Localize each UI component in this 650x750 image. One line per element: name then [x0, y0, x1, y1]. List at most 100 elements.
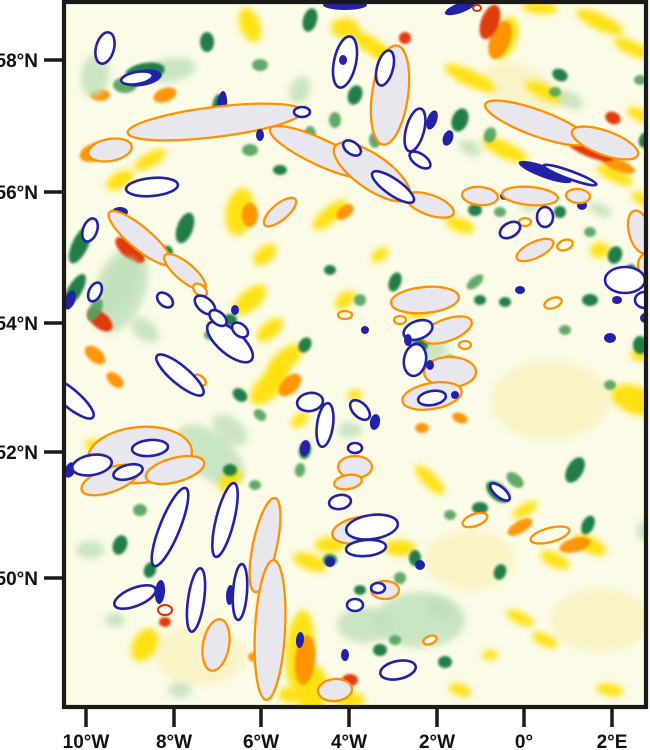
map-feature: [468, 204, 482, 216]
map-feature: [448, 683, 472, 697]
map-feature: [426, 360, 434, 370]
map-feature: [584, 227, 596, 237]
map-feature: [500, 185, 560, 207]
map-feature: [291, 412, 309, 428]
map-feature: [425, 530, 515, 590]
map-feature: [506, 472, 524, 488]
map-feature: [389, 285, 461, 315]
y-tick-label: 56°N: [0, 183, 38, 204]
map-feature: [347, 85, 363, 105]
map-feature: [494, 207, 506, 217]
map-feature: [415, 423, 429, 433]
axes-ticks: [44, 58, 614, 727]
map-feature: [415, 465, 445, 495]
map-feature: [230, 321, 250, 339]
map-feature: [278, 687, 302, 703]
field-blobs-layer: [63, 2, 647, 707]
map-feature: [333, 473, 363, 491]
map-feature: [253, 558, 287, 702]
map-feature: [408, 150, 432, 170]
y-tick-label: 50°N: [0, 569, 38, 590]
map-feature: [155, 625, 245, 685]
map-feature: [532, 631, 558, 649]
map-feature: [422, 634, 438, 646]
map-feature: [327, 493, 353, 511]
map-feature: [102, 257, 138, 313]
map-feature: [461, 511, 489, 529]
map-feature: [262, 196, 298, 228]
map-feature: [416, 389, 448, 407]
map-feature: [252, 59, 268, 71]
map-feature: [576, 8, 624, 36]
map-feature: [604, 380, 616, 390]
map-feature: [515, 237, 555, 263]
x-tick-label: 2°W: [419, 732, 455, 750]
x-tick-label: 0°: [515, 732, 533, 750]
map-feature: [253, 244, 277, 266]
map-feature: [64, 290, 76, 310]
x-tick-label: 8°W: [156, 732, 192, 750]
map-feature: [403, 107, 427, 153]
map-feature: [339, 55, 347, 65]
map-feature: [605, 111, 621, 125]
map-feature: [106, 372, 124, 388]
map-feature: [426, 110, 438, 130]
map-feature: [256, 318, 284, 342]
map-feature: [384, 540, 416, 556]
map-feature: [338, 422, 362, 438]
map-feature: [298, 337, 312, 353]
map-feature: [518, 160, 572, 184]
map-feature: [549, 87, 561, 97]
map-feature: [157, 604, 173, 616]
map-feature: [472, 4, 482, 12]
map-feature: [506, 609, 534, 627]
map-feature: [334, 290, 356, 310]
map-feature: [451, 391, 459, 399]
map-feature: [613, 37, 647, 59]
x-tick-label: 4°W: [331, 732, 367, 750]
plot-frame: [61, 0, 649, 710]
map-feature: [588, 202, 612, 218]
map-feature: [124, 176, 180, 198]
axes-frame: [61, 0, 649, 710]
map-feature: [131, 317, 159, 343]
map-feature: [460, 185, 500, 207]
map-feature: [84, 345, 106, 365]
map-feature: [582, 294, 598, 306]
map-feature: [466, 274, 484, 290]
map-feature: [191, 282, 209, 298]
map-feature: [94, 31, 116, 65]
map-feature: [371, 247, 389, 263]
map-feature: [347, 390, 363, 400]
map-feature: [144, 454, 206, 486]
map-feature: [554, 206, 566, 218]
map-feature: [590, 242, 610, 258]
map-feature: [369, 581, 387, 595]
map-feature: [354, 585, 366, 595]
map-feature: [238, 7, 262, 43]
map-feature: [87, 299, 103, 321]
map-feature: [185, 566, 207, 634]
map-feature: [87, 137, 133, 163]
map-feature: [113, 583, 157, 611]
map-feature: [415, 560, 425, 570]
map-feature: [212, 414, 248, 446]
map-feature: [223, 464, 237, 476]
map-feature: [159, 617, 171, 627]
map-feature: [312, 199, 348, 231]
map-feature: [115, 236, 145, 264]
map-feature: [341, 649, 349, 661]
map-feature: [540, 550, 570, 570]
map-feature: [535, 205, 555, 229]
map-feature: [389, 635, 401, 645]
axes-labels: 10°W 8°W 6°W 4°W 2°W 0° 2°E 58°N 56°N 54°N 52°N 50°…: [0, 51, 627, 750]
map-feature: [543, 296, 563, 310]
map-feature: [522, 2, 558, 15]
map-feature: [392, 314, 408, 326]
map-feature: [565, 457, 585, 483]
x-tick-label: 6°W: [243, 732, 279, 750]
map-feature: [168, 682, 192, 698]
map-feature: [345, 597, 365, 613]
map-feature: [249, 480, 261, 490]
